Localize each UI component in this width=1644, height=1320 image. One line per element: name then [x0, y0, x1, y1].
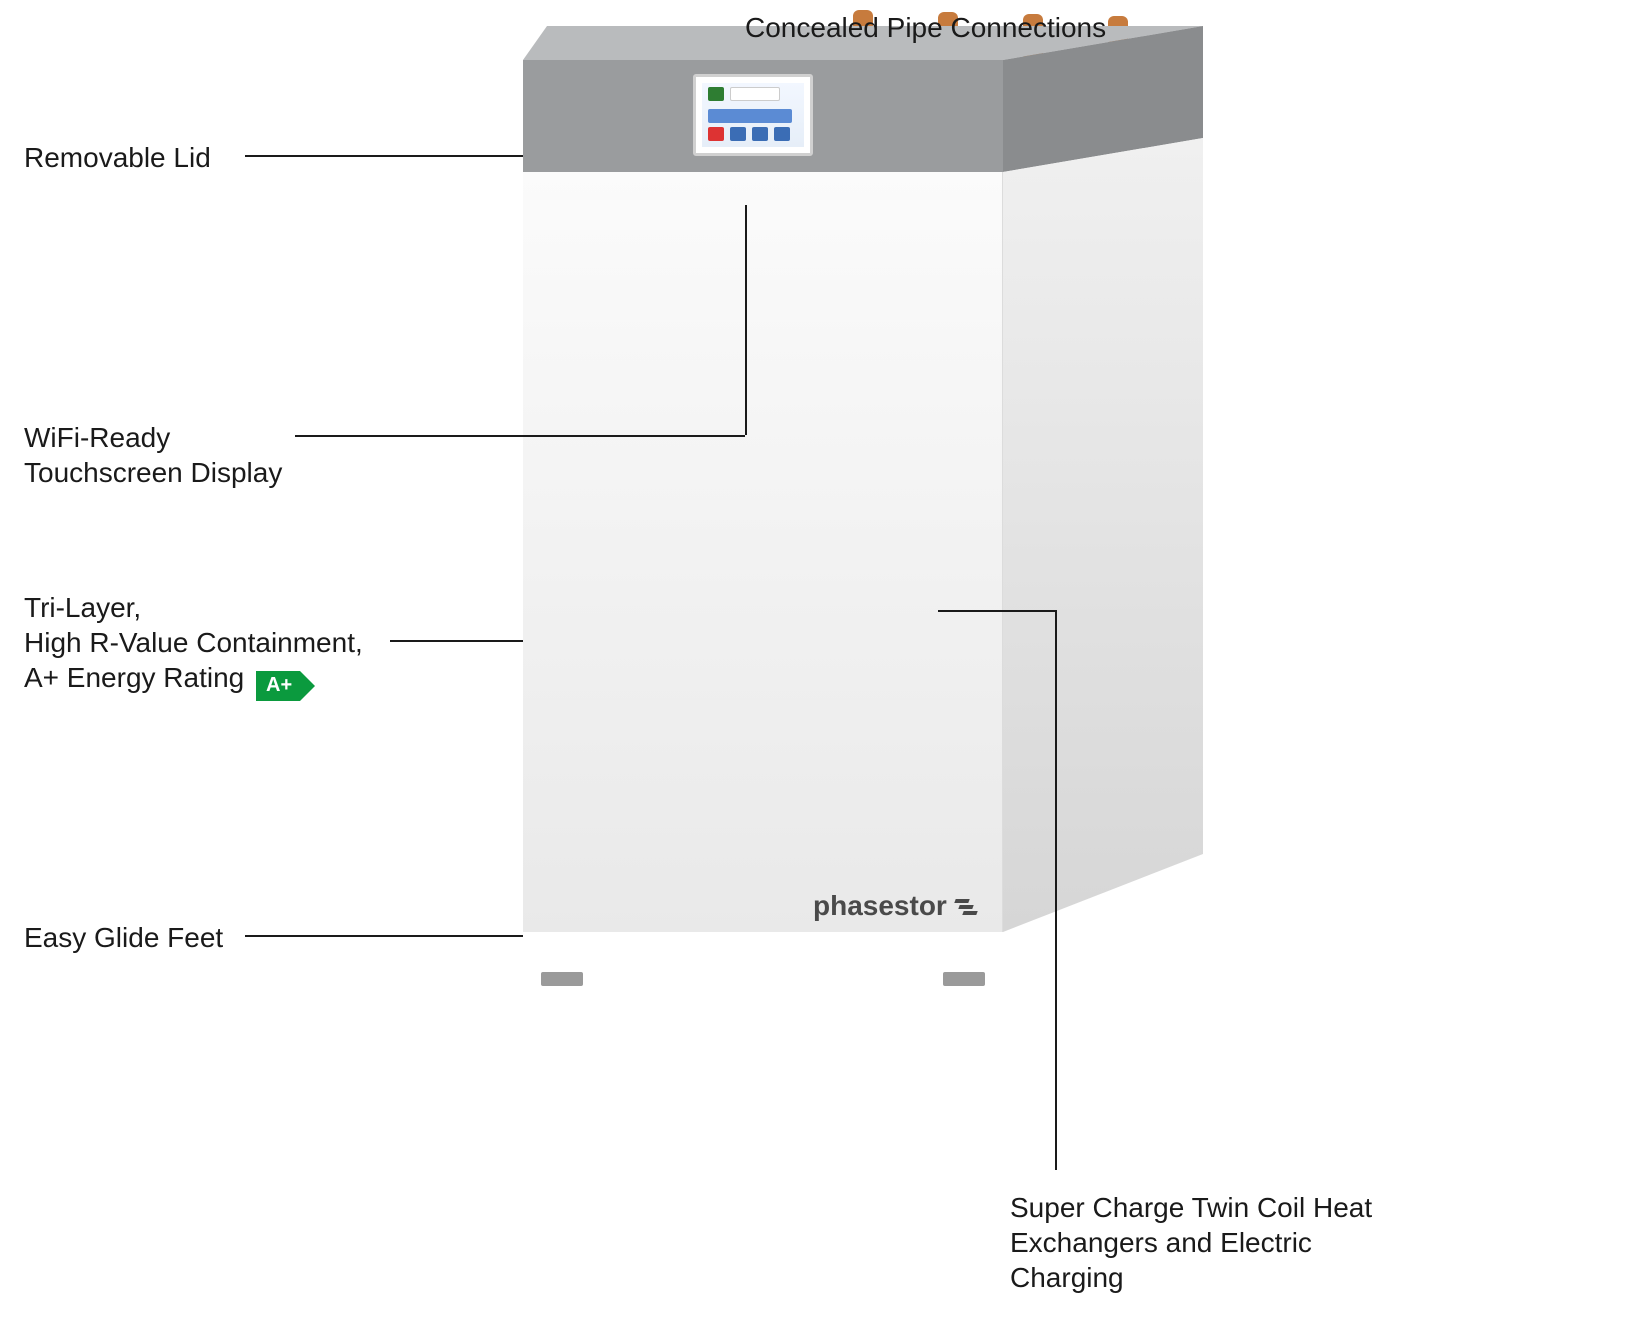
label-coil-line2: Exchangers and Electric	[1010, 1227, 1312, 1258]
leader-display-v	[745, 205, 747, 435]
leader-coil-v	[1055, 610, 1057, 1170]
energy-rating-badge: A+	[256, 671, 300, 701]
leader-coil-h	[938, 610, 1055, 612]
label-coil-line3: Charging	[1010, 1262, 1124, 1293]
label-containment-line1: Tri-Layer,	[24, 592, 141, 623]
leader-lid	[245, 155, 523, 157]
touchscreen-display	[693, 74, 813, 156]
foot-right	[943, 972, 985, 986]
touchscreen-display-content	[702, 83, 804, 147]
energy-rating-text: A+	[266, 673, 292, 698]
leader-feet	[245, 935, 523, 937]
leader-containment	[390, 640, 523, 642]
label-coil: Super Charge Twin Coil Heat Exchangers a…	[1010, 1190, 1372, 1295]
foot-left	[541, 972, 583, 986]
label-containment-line2: High R-Value Containment,	[24, 627, 363, 658]
label-containment: Tri-Layer, High R-Value Containment, A+ …	[24, 590, 363, 697]
label-display-line1: WiFi-Ready	[24, 422, 170, 453]
brand-text: phasestor	[813, 890, 947, 922]
label-pipes: Concealed Pipe Connections	[745, 10, 1106, 45]
label-coil-line1: Super Charge Twin Coil Heat	[1010, 1192, 1372, 1223]
body-side-face	[1003, 138, 1203, 932]
label-lid: Removable Lid	[24, 140, 211, 175]
body-front-face	[523, 172, 1003, 932]
brand-mark-icon	[955, 895, 977, 917]
leader-display-h	[295, 435, 745, 437]
product-illustration: phasestor	[523, 60, 1223, 990]
floor-shadow	[503, 922, 1263, 1012]
label-feet: Easy Glide Feet	[24, 920, 223, 955]
label-display: WiFi-Ready Touchscreen Display	[24, 420, 282, 490]
label-containment-line3: A+ Energy Rating	[24, 662, 244, 693]
brand-logo: phasestor	[813, 890, 977, 922]
label-display-line2: Touchscreen Display	[24, 457, 282, 488]
